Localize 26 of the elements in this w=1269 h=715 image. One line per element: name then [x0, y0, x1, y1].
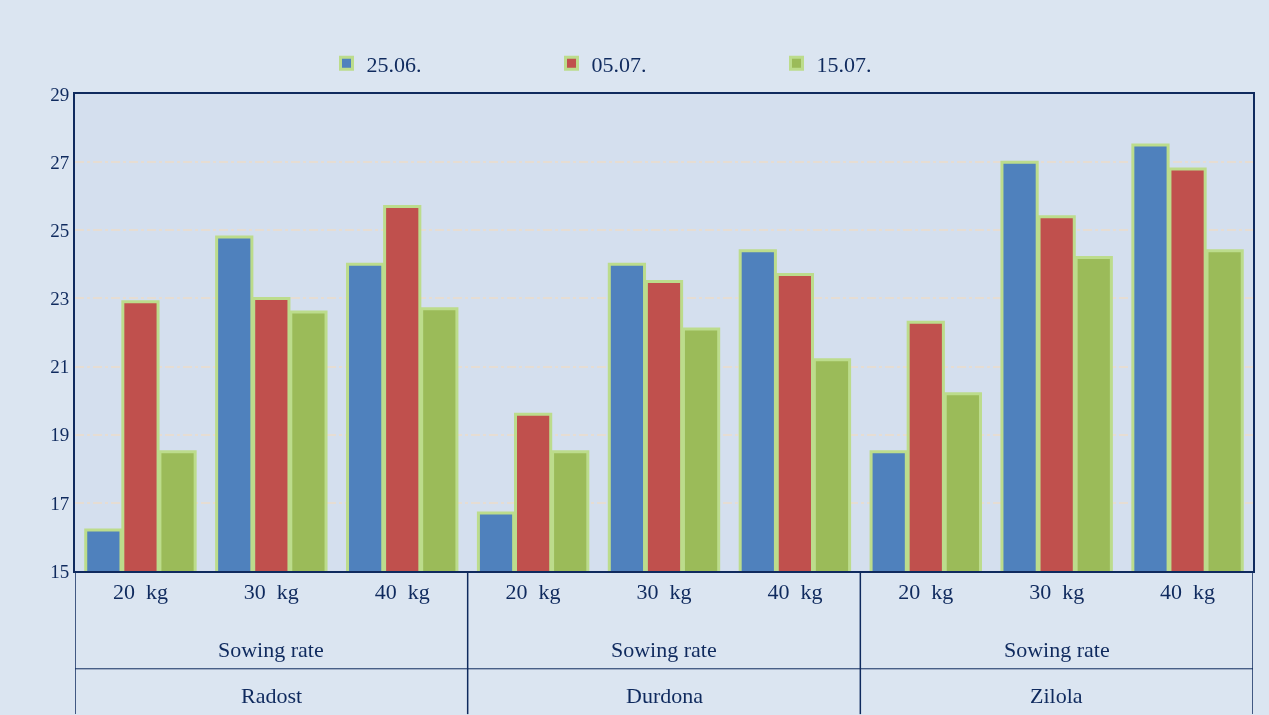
y-tick-label: 23	[50, 288, 70, 310]
legend-label: 25.06.	[366, 51, 422, 77]
text: Sowing rate	[218, 637, 324, 662]
y-tick-label: 25	[50, 219, 70, 241]
y-tick-label: 21	[50, 356, 70, 378]
text: Durdona	[626, 683, 704, 708]
text: Sowing rate	[611, 637, 717, 662]
x-tick-label: 20 kg	[112, 579, 168, 605]
y-tick-label: 29	[50, 83, 70, 105]
x-tick-label: 20 kg	[898, 579, 954, 605]
y-tick-label: 17	[50, 492, 70, 514]
x-tick-label: 30 kg	[636, 579, 692, 605]
y-tick-label: 27	[50, 151, 70, 173]
y-tick-label: 15	[50, 560, 70, 582]
text: Zilola	[1030, 683, 1083, 708]
x-tick-label: 30 kg	[1029, 579, 1085, 605]
y-tick-label: 19	[50, 424, 70, 446]
legend-label: 15.07.	[816, 51, 872, 77]
text: Radost	[241, 683, 303, 708]
x-tick-label: 40 kg	[374, 579, 430, 605]
x-tick-label: 40 kg	[767, 579, 823, 605]
x-tick-label: 30 kg	[243, 579, 299, 605]
legend-label: 05.07.	[591, 51, 647, 77]
x-tick-label: 20 kg	[505, 579, 561, 605]
x-tick-label: 40 kg	[1160, 579, 1216, 605]
text: Sowing rate	[1004, 637, 1110, 662]
